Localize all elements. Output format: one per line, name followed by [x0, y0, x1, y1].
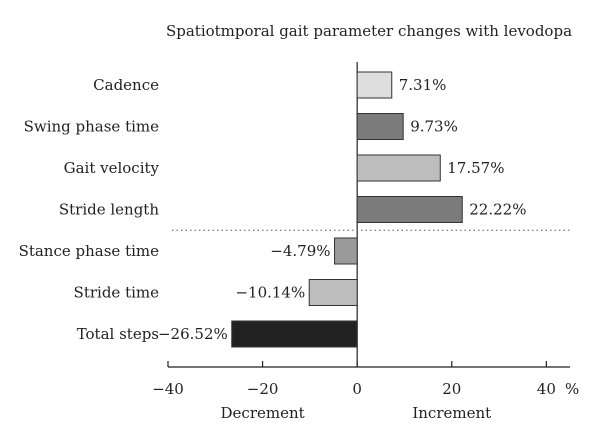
- category-label: Cadence: [93, 76, 159, 94]
- bar: [334, 237, 358, 265]
- x-tick-label: 40: [537, 380, 556, 398]
- bar: [231, 320, 358, 348]
- value-label: −10.14%: [235, 284, 305, 302]
- increment-label: Increment: [412, 404, 491, 422]
- value-label: 9.73%: [410, 118, 458, 136]
- value-label: 22.22%: [469, 201, 526, 219]
- value-label: −4.79%: [270, 242, 330, 260]
- bar: [308, 279, 358, 306]
- category-label: Stance phase time: [19, 242, 160, 260]
- value-label: 17.57%: [447, 159, 504, 177]
- bar: [356, 196, 463, 223]
- x-tick-label: −20: [247, 380, 279, 398]
- x-unit-label: %: [565, 380, 579, 398]
- category-label: Stride length: [59, 201, 159, 219]
- x-tick-label: 20: [442, 380, 461, 398]
- category-label: Swing phase time: [24, 118, 160, 136]
- category-label: Total steps: [77, 325, 159, 343]
- bar: [356, 71, 393, 99]
- category-label: Gait velocity: [64, 159, 160, 177]
- bars-layer: Cadence 7.31% Swing phase time 9.73% Gait ve…: [19, 62, 570, 367]
- x-axis: −40 −20 0 20 40 % Decrement Increment: [152, 361, 579, 422]
- value-label: −26.52%: [158, 325, 228, 343]
- x-tick-label: −40: [152, 380, 184, 398]
- bar: [356, 113, 404, 140]
- bar: [356, 154, 441, 182]
- chart-title: Spatiotmporal gait parameter changes wit…: [166, 22, 572, 40]
- x-tick-label: 0: [352, 380, 362, 398]
- decrement-label: Decrement: [221, 404, 305, 422]
- category-label: Stride time: [74, 284, 160, 302]
- value-label: 7.31%: [399, 76, 447, 94]
